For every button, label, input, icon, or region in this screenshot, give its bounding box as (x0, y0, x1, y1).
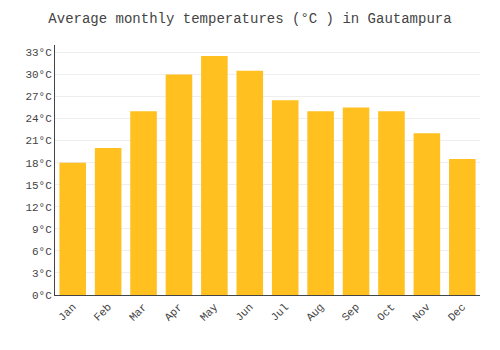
svg-text:Aug: Aug (304, 301, 326, 323)
svg-text:3°C: 3°C (32, 268, 52, 280)
svg-text:Apr: Apr (162, 301, 184, 323)
svg-text:Nov: Nov (410, 301, 433, 324)
svg-text:18°C: 18°C (25, 158, 52, 170)
svg-text:24°C: 24°C (25, 113, 52, 125)
svg-text:6°C: 6°C (32, 246, 52, 258)
svg-text:Oct: Oct (375, 301, 397, 323)
svg-text:0°C: 0°C (32, 290, 52, 302)
svg-text:Sep: Sep (340, 301, 362, 323)
svg-text:Average monthly temperatures (: Average monthly temperatures (°C ) in Ga… (48, 11, 451, 27)
svg-text:21°C: 21°C (25, 135, 52, 147)
svg-text:Jun: Jun (233, 301, 255, 323)
svg-text:9°C: 9°C (32, 224, 52, 236)
svg-text:Mar: Mar (127, 301, 149, 323)
svg-text:12°C: 12°C (25, 202, 52, 214)
svg-text:Dec: Dec (446, 301, 468, 323)
svg-text:May: May (198, 301, 221, 324)
svg-text:Jul: Jul (269, 301, 291, 323)
svg-text:15°C: 15°C (25, 180, 52, 192)
svg-text:30°C: 30°C (25, 69, 52, 81)
svg-text:Jan: Jan (56, 301, 78, 323)
svg-text:27°C: 27°C (25, 91, 52, 103)
svg-text:33°C: 33°C (25, 47, 52, 59)
svg-text:Feb: Feb (92, 301, 114, 323)
